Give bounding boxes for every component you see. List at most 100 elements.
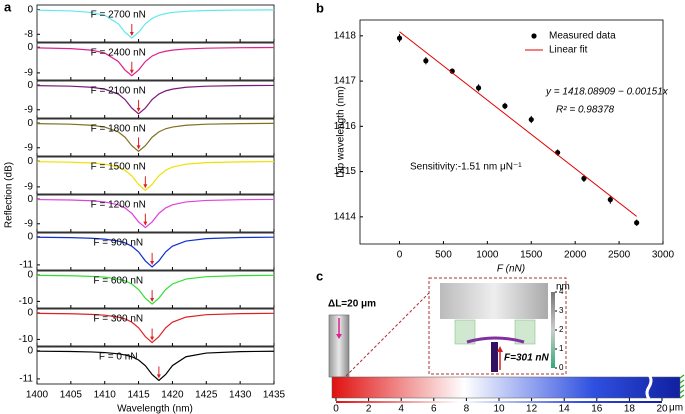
y-tick-label: -8 [24,29,33,40]
subplot-frame [36,232,275,271]
inset-tick-label: 1 [559,344,564,353]
y-tick-label: -9 [24,142,33,153]
legend-label: Measured data [549,31,616,42]
dip-arrow-head [129,69,134,74]
inset-tick-label: 4 [559,287,564,296]
y-tick-label: 0 [27,231,33,242]
force-label: F=301 nN [504,353,550,364]
bar-tick-label: 6 [431,404,437,414]
y-tick-label: 1416 [334,121,357,132]
subplot-frame [36,80,275,119]
diagram: c ΔL=20 μm F=301 nN nm μm [316,268,685,414]
lattice [454,319,476,345]
stem [491,342,498,372]
length-label: ΔL=20 μm [328,299,376,310]
annotation: F = 2400 nN [91,48,146,59]
y-tick-label: 0 [27,4,33,15]
dip-arrow-head [143,184,148,189]
lattice [514,319,536,345]
annotation: y = 1418.08909 − 0.00151x [545,87,669,98]
bar-tick-label: 18 [624,404,636,414]
subplot-frame [36,4,275,43]
inset-scale [551,292,555,368]
y-tick-label: -10 [19,296,34,307]
annotation: F = 2100 nN [91,86,146,97]
y-axis-label: Dip wavelength (nm) [336,86,347,178]
dip-arrow-head [129,31,134,36]
x-tick-label: 1420 [161,390,184,401]
data-point [634,220,640,226]
x-tick-label: 1425 [195,390,218,401]
annotation: F = 900 nN [93,238,143,249]
annotation: F = 1500 nN [91,162,146,173]
bar-tick-label: 10 [493,404,505,414]
annotation: R² = 0.98378 [556,105,615,116]
fixed-end [679,374,685,399]
bar-unit: μm [669,403,683,414]
x-axis-label: F (nN) [497,264,525,275]
data-point [449,68,455,74]
annotation: F = 0 nN [99,352,138,363]
y-tick-label: -10 [19,334,34,345]
colorbar [336,401,662,403]
spectrum-line [36,122,275,153]
y-tick-label: 0 [27,80,33,91]
annotation: F = 1200 nN [91,200,146,211]
y-tick-label: 0 [27,345,33,356]
spectrum-line [36,350,275,382]
dip-arrow-head [136,107,141,112]
membrane [466,336,525,344]
x-tick-label: 2000 [564,250,587,261]
break-mark [645,374,653,400]
data-point [502,103,508,109]
force-arrow-head [497,346,503,352]
subplot-frame [36,270,275,309]
dip-arrow-head [150,336,155,341]
bar-tick-label: 14 [559,404,571,414]
annotation: F = 2700 nN [91,10,146,21]
probe-arrow-head [336,334,342,339]
y-axis-label: Reflection (dB) [4,162,15,228]
y-tick-label: -9 [24,68,33,79]
panel-label: a [4,0,12,14]
subplot-frame [36,42,275,81]
bar-tick-label: 0 [333,404,339,414]
spectrum-line [36,312,275,344]
annotation: F = 300 nN [93,314,143,325]
data-point [475,85,482,91]
subplot-frame [36,308,275,347]
subplot-frame [36,194,275,233]
fit-line [399,31,637,217]
dip-arrow-head [150,260,155,265]
y-tick-label: -11 [19,374,33,385]
x-tick-label: 0 [397,250,403,261]
plot-frame [359,19,664,245]
bar-tick-label: 4 [398,404,404,414]
subplot-frame [36,156,275,195]
x-axis-label: Wavelength (nm) [117,404,193,414]
x-tick-label: 1410 [94,390,117,401]
y-tick-label: 1415 [334,166,357,177]
spectrum-line [36,84,275,115]
bar-tick-label: 2 [366,404,372,414]
x-tick-label: 1430 [229,390,252,401]
spectrum-line [36,198,275,229]
bar-tick-label: 8 [464,404,470,414]
y-tick-label: 1414 [334,211,357,222]
data-point [607,197,613,203]
data-point [528,116,534,123]
dip-arrow-head [156,374,161,379]
y-tick-label: 1417 [334,76,357,87]
spectrum-line [36,160,275,192]
x-tick-label: 2500 [608,250,631,261]
data-point [423,58,429,64]
x-tick-label: 500 [435,250,452,261]
legend-label: Linear fit [549,45,588,56]
y-tick-label: -9 [24,104,33,115]
y-tick-label: -9 [24,182,33,193]
y-tick-label: 0 [27,156,33,167]
spectrum-line [36,9,275,39]
bar-tick-label: 16 [591,404,603,414]
annotation: F = 600 nN [93,276,143,287]
